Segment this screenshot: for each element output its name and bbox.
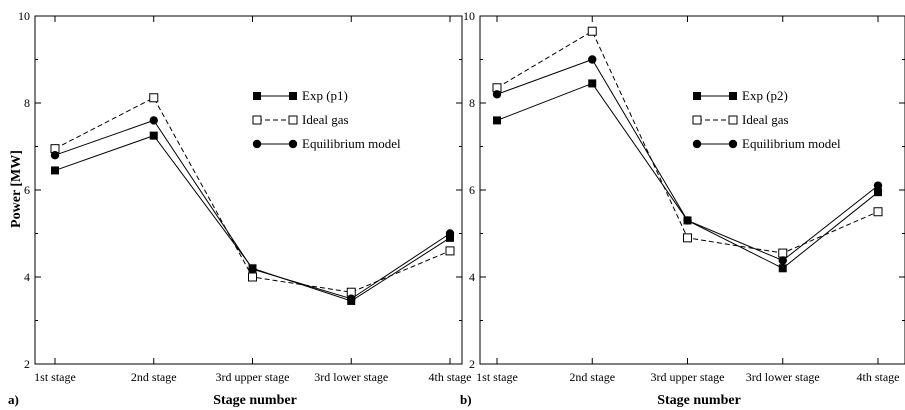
data-point xyxy=(873,181,883,190)
data-point xyxy=(492,90,502,99)
data-point xyxy=(149,93,159,103)
data-point xyxy=(778,264,787,273)
legend-marker xyxy=(693,92,701,100)
legend-marker xyxy=(692,139,702,149)
data-point xyxy=(149,131,158,140)
panel-label-b: b) xyxy=(460,392,472,407)
data-point xyxy=(51,166,59,175)
legend-marker xyxy=(692,115,702,125)
x-axis-title-b: Stage number xyxy=(657,393,741,408)
y-tick-label: 10 xyxy=(463,9,475,23)
series-line xyxy=(496,58,879,262)
data-point xyxy=(873,207,883,217)
legend-marker xyxy=(729,92,737,100)
y-tick-label: 8 xyxy=(469,96,475,110)
legend-marker xyxy=(252,115,262,125)
y-tick-label: 2 xyxy=(469,357,475,371)
legend-marker xyxy=(728,115,738,125)
legend-label: Ideal gas xyxy=(742,112,789,127)
legend-marker xyxy=(728,139,738,149)
plot-frame xyxy=(34,15,463,365)
y-tick-label: 6 xyxy=(24,183,30,197)
data-point xyxy=(683,233,692,243)
data-point xyxy=(50,151,60,160)
x-axis-title-a: Stage number xyxy=(213,393,297,408)
data-point xyxy=(874,188,882,197)
chart-panel-b: 2 4 6 8 10 1st stage 2nd stage 3rd upper stage 3… xyxy=(463,9,905,384)
chart-panel-a: 2 4 6 8 10 1st stage 2nd stage 3rd upper stage 3… xyxy=(18,9,472,384)
legend-marker xyxy=(288,115,298,125)
y-tick-label: 8 xyxy=(24,96,30,110)
x-tick-label: 3rd upper stage xyxy=(651,370,725,384)
legend-marker xyxy=(288,139,298,149)
y-tick-label: 4 xyxy=(24,270,30,284)
x-tick-label: 2nd stage xyxy=(131,370,177,384)
x-tick-label: 3rd upper stage xyxy=(216,370,290,384)
data-point xyxy=(347,294,356,303)
legend-marker xyxy=(289,92,297,100)
data-point xyxy=(588,79,597,88)
plot-frame xyxy=(479,15,905,365)
data-point xyxy=(493,116,501,125)
x-tick-label: 1st stage xyxy=(476,370,518,384)
y-tick-label: 2 xyxy=(24,357,30,371)
x-tick-label: 3rd lower stage xyxy=(314,370,388,384)
y-tick-label: 4 xyxy=(469,270,475,284)
data-point xyxy=(588,55,597,64)
data-point xyxy=(248,272,257,282)
data-point xyxy=(445,229,455,238)
data-point xyxy=(587,26,597,36)
x-tick-label: 2nd stage xyxy=(569,370,615,384)
y-tick-label: 10 xyxy=(18,9,30,23)
legend-label: Ideal gas xyxy=(302,112,349,127)
legend-label: Equilibrium model xyxy=(742,136,841,151)
y-axis-title: Power [MW] xyxy=(9,150,24,228)
legend-marker xyxy=(253,92,261,100)
data-point xyxy=(149,116,158,125)
data-point xyxy=(778,248,788,258)
panel-label-a: a) xyxy=(8,392,19,407)
legend-marker xyxy=(252,139,262,149)
x-tick-label: 1st stage xyxy=(34,370,76,384)
x-tick-label: 4th stage xyxy=(429,370,472,384)
legend-label: Exp (p2) xyxy=(742,88,788,103)
data-point xyxy=(683,216,692,225)
legend-label: Equilibrium model xyxy=(302,136,401,151)
data-point xyxy=(248,264,257,274)
y-tick-label: 6 xyxy=(469,183,475,197)
legend-label: Exp (p1) xyxy=(302,88,348,103)
x-tick-label: 4th stage xyxy=(857,370,900,384)
data-point xyxy=(446,233,454,242)
data-point xyxy=(445,246,455,256)
data-point xyxy=(778,256,787,265)
series-line xyxy=(54,97,451,293)
x-tick-label: 3rd lower stage xyxy=(746,370,820,384)
